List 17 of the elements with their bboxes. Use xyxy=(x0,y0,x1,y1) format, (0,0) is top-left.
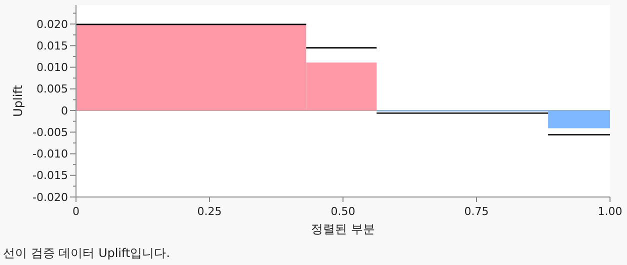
y-tick-label: 0 xyxy=(61,104,68,118)
text: 선이 검증 데이터 Uplift입니다. xyxy=(3,246,170,260)
y-tick-label: -0.015 xyxy=(32,169,68,182)
y-tick-label: -0.005 xyxy=(32,126,68,139)
x-tick-label: 0 xyxy=(72,205,80,218)
x-tick-label: 0.50 xyxy=(330,205,356,218)
x-tick-label: 1.00 xyxy=(598,205,622,218)
y-tick-label: 0.020 xyxy=(36,18,68,31)
y-tick-label: 0.015 xyxy=(36,40,68,52)
x-tick-label: 0.25 xyxy=(197,205,222,218)
y-tick-label: 0.005 xyxy=(36,82,68,96)
y-tick-label: -0.020 xyxy=(32,190,68,204)
x-tick-label: 0.75 xyxy=(464,205,489,218)
x-axis-title: 정렬된 부분 xyxy=(311,222,375,236)
y-axis-title: Uplift xyxy=(11,84,25,117)
y-tick-label: 0.010 xyxy=(36,61,68,74)
y-tick-label: -0.010 xyxy=(32,148,68,161)
